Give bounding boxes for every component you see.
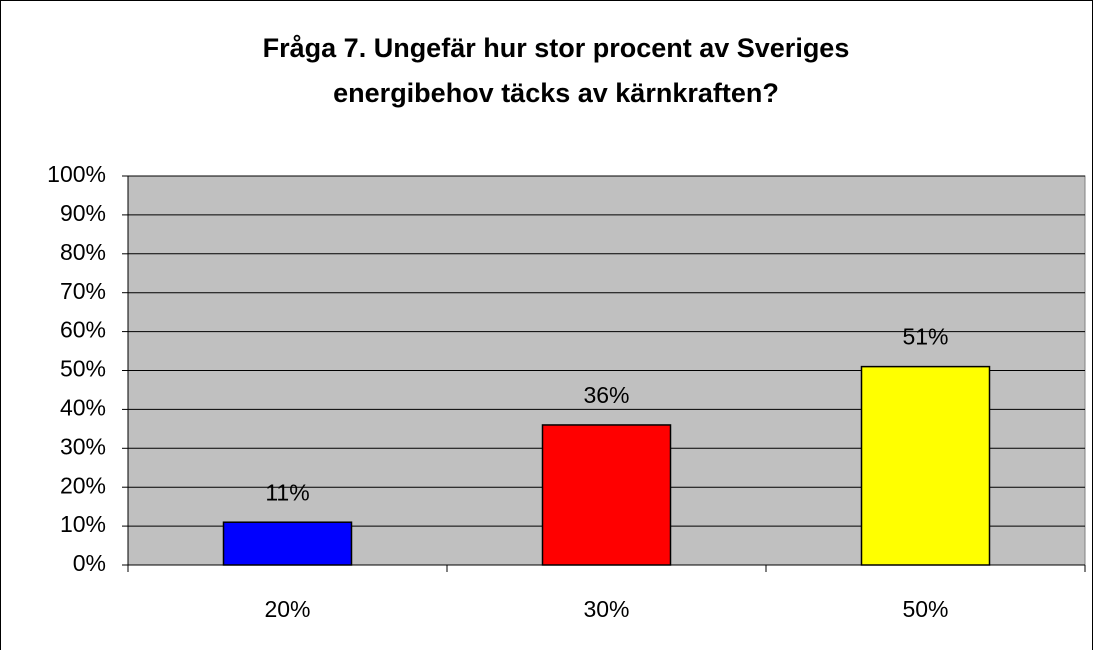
y-tick-label: 30%	[60, 433, 106, 459]
y-tick-label: 60%	[60, 317, 106, 343]
x-tick-label: 50%	[902, 596, 948, 622]
data-label: 51%	[902, 324, 948, 350]
data-label: 36%	[583, 382, 629, 408]
chart-title: energibehov täcks av kärnkraften?	[333, 78, 779, 108]
x-tick-label: 30%	[583, 596, 629, 622]
y-tick-label: 70%	[60, 278, 106, 304]
chart-title: Fråga 7. Ungefär hur stor procent av Sve…	[263, 33, 850, 63]
y-tick-label: 20%	[60, 472, 106, 498]
x-tick-label: 20%	[264, 596, 310, 622]
y-tick-label: 50%	[60, 356, 106, 382]
y-tick-label: 90%	[60, 200, 106, 226]
y-tick-label: 40%	[60, 394, 106, 420]
y-tick-label: 80%	[60, 239, 106, 265]
y-tick-label: 0%	[73, 550, 106, 576]
data-label: 11%	[265, 479, 309, 505]
bar	[860, 365, 991, 566]
y-tick-label: 100%	[47, 161, 106, 187]
y-tick-label: 10%	[60, 511, 106, 537]
bar	[222, 521, 353, 566]
bar	[541, 424, 672, 566]
